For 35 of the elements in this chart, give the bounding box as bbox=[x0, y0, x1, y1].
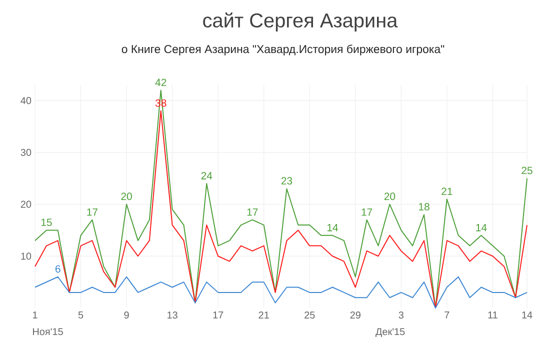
x-tick-label: 17 bbox=[213, 312, 224, 318]
data-label: 14 bbox=[327, 224, 338, 232]
x-tick-label: 5 bbox=[78, 312, 84, 318]
x-tick-label: 9 bbox=[124, 312, 129, 319]
x-tick-label: 14 bbox=[522, 312, 532, 318]
data-label: 17 bbox=[362, 208, 372, 216]
data-label: 6 bbox=[56, 265, 60, 273]
y-tick-label: 30 bbox=[20, 148, 32, 156]
text: Ноя'15 bbox=[33, 328, 63, 336]
data-label: 17 bbox=[87, 208, 98, 216]
chart-subtitle: о Книге Сергея Азарина "Хавард.История биржевого игрока" bbox=[122, 44, 444, 56]
x-tick-label: 7 bbox=[444, 312, 450, 318]
data-label: 18 bbox=[419, 203, 430, 210]
chart-title: сайт Сергея Азарина bbox=[203, 12, 398, 32]
x-tick-label: 25 bbox=[304, 312, 315, 319]
x-tick-label: 21 bbox=[258, 312, 269, 318]
data-label: 17 bbox=[247, 208, 258, 216]
data-label: 15 bbox=[41, 218, 52, 226]
data-label: 42 bbox=[155, 78, 166, 86]
text: Дек'15 bbox=[376, 328, 405, 338]
data-label: 25 bbox=[522, 166, 532, 174]
y-tick-label: 10 bbox=[21, 252, 32, 260]
data-label: 20 bbox=[384, 192, 396, 200]
data-label: 21 bbox=[442, 188, 452, 195]
x-tick-label: 11 bbox=[488, 312, 498, 318]
x-tick-label: 13 bbox=[168, 312, 178, 319]
data-label: 24 bbox=[201, 172, 212, 180]
data-label: 23 bbox=[281, 177, 292, 185]
x-tick-label: 29 bbox=[350, 312, 360, 319]
y-tick-label: 20 bbox=[20, 200, 32, 208]
x-tick-label: 1 bbox=[33, 312, 38, 318]
data-label: 14 bbox=[476, 224, 487, 232]
data-label: 20 bbox=[121, 192, 132, 200]
y-tick-label: 40 bbox=[20, 97, 32, 104]
x-tick-label: 3 bbox=[398, 312, 404, 319]
